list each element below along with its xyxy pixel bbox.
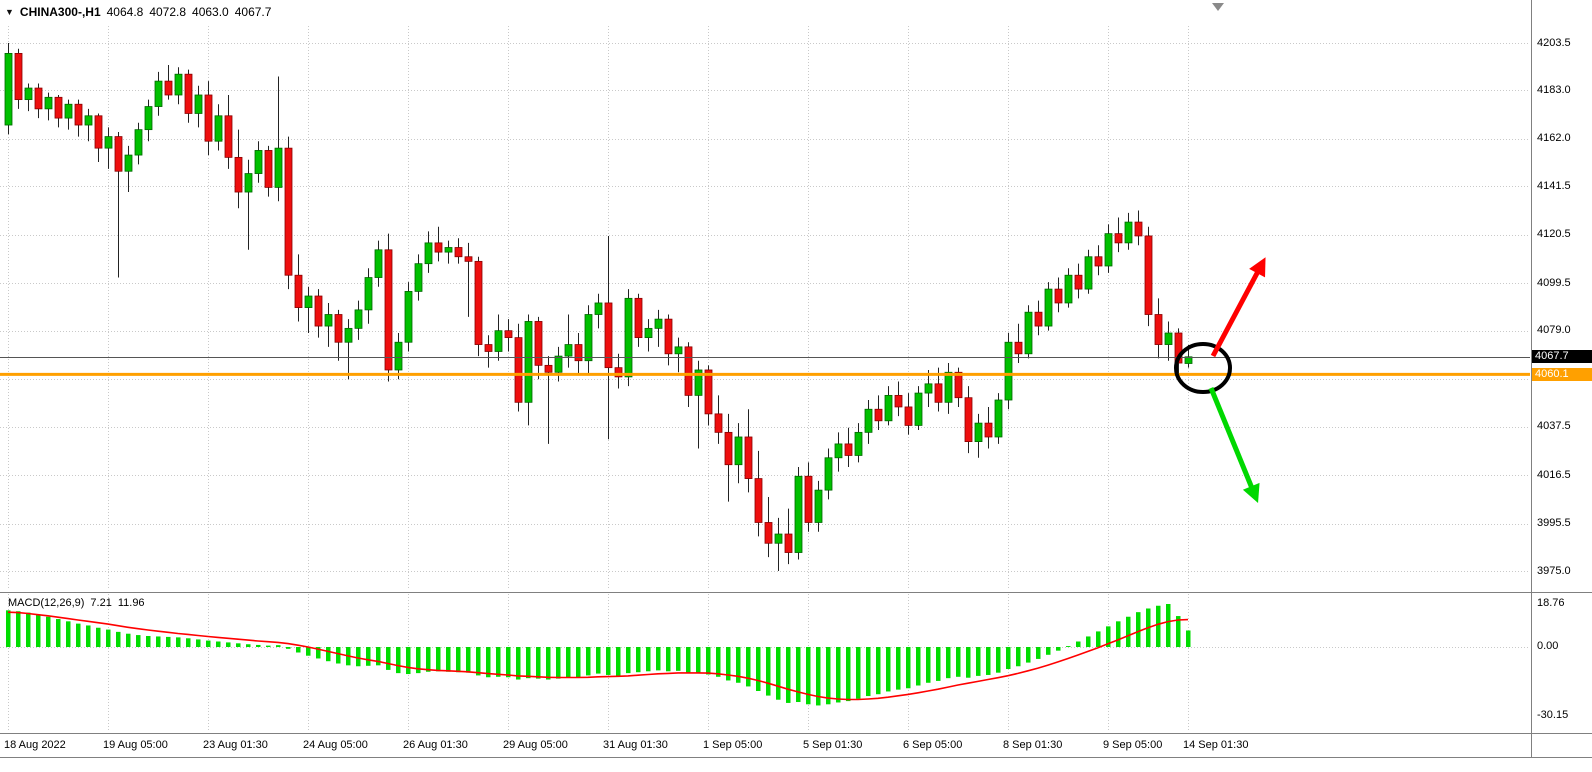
time-axis-label: 1 Sep 05:00 <box>703 739 763 751</box>
price-axis-label: 3995.5 <box>1537 517 1571 530</box>
price-axis-label: 4183.0 <box>1537 83 1571 96</box>
time-axis-label: 31 Aug 01:30 <box>603 739 668 751</box>
current-price-badge: 4067.7 <box>1532 350 1592 364</box>
quote-high: 4072.8 <box>149 5 187 19</box>
indicator-label: MACD(12,26,9) 7.21 11.96 <box>8 597 145 609</box>
price-axis-label: 4016.5 <box>1537 468 1571 481</box>
time-axis-label: 5 Sep 01:30 <box>803 739 863 751</box>
price-axis-label: 4037.5 <box>1537 420 1571 433</box>
time-axis-label: 23 Aug 01:30 <box>203 739 268 751</box>
time-axis-label: 24 Aug 05:00 <box>303 739 368 751</box>
grid <box>0 26 1530 731</box>
time-axis-label: 26 Aug 01:30 <box>403 739 468 751</box>
indicator-main-value: 7.21 <box>90 597 112 609</box>
bearish-scenario-arrow[interactable] <box>1208 387 1260 503</box>
time-axis-label: 29 Aug 05:00 <box>503 739 568 751</box>
time-axis-label: 19 Aug 05:00 <box>103 739 168 751</box>
candlestick-series <box>4 43 1193 571</box>
macd-histogram <box>6 604 1191 706</box>
macd-signal-line <box>7 611 1189 701</box>
chart-shift-marker-icon[interactable] <box>1212 3 1224 11</box>
quote-open: 4064.8 <box>106 5 144 19</box>
hline-price-badge: 4060.1 <box>1532 367 1592 381</box>
time-axis-label: 9 Sep 05:00 <box>1103 739 1163 751</box>
time-axis-label: 18 Aug 2022 <box>4 739 66 751</box>
indicator-signal-value: 11.96 <box>117 597 145 609</box>
indicator-axis-max-label: 18.76 <box>1537 597 1565 609</box>
highlight-circle[interactable] <box>1174 342 1232 394</box>
quote-bar: ▼ CHINA300-,H1 4064.8 4072.8 4063.0 4067… <box>5 5 271 19</box>
price-axis-label: 3975.0 <box>1537 564 1571 577</box>
indicator-axis[interactable]: 18.76 0.00 -30.15 <box>1534 0 1592 757</box>
price-axis-label: 4099.5 <box>1537 276 1571 289</box>
quote-close: 4067.7 <box>234 5 272 19</box>
time-axis-label: 14 Sep 01:30 <box>1183 739 1249 751</box>
time-axis-label: 6 Sep 05:00 <box>903 739 963 751</box>
one-click-trading-toggle-icon[interactable]: ▼ <box>5 7 14 17</box>
time-axis[interactable]: 18 Aug 2022 19 Aug 05:00 23 Aug 01:30 24 Au… <box>0 737 1592 755</box>
symbol-timeframe-label: CHINA300-,H1 <box>19 5 101 19</box>
bullish-scenario-arrow[interactable] <box>1210 257 1266 358</box>
price-axis-label: 4141.5 <box>1537 179 1571 192</box>
indicator-name: MACD(12,26,9) <box>8 597 85 609</box>
price-axis-label: 4162.0 <box>1537 132 1571 145</box>
price-axis-label: 4203.5 <box>1537 36 1571 49</box>
time-axis-label: 8 Sep 01:30 <box>1003 739 1063 751</box>
indicator-axis-min-label: -30.15 <box>1537 709 1569 721</box>
indicator-axis-zero-label: 0.00 <box>1537 640 1559 652</box>
quote-low: 4063.0 <box>192 5 229 19</box>
price-axis-label: 4120.5 <box>1537 228 1571 241</box>
price-axis[interactable]: 4067.7 4060.1 4203.5 4183.0 4162.0 4141.5 41… <box>1532 0 1592 757</box>
price-axis-label: 4079.0 <box>1537 324 1571 337</box>
